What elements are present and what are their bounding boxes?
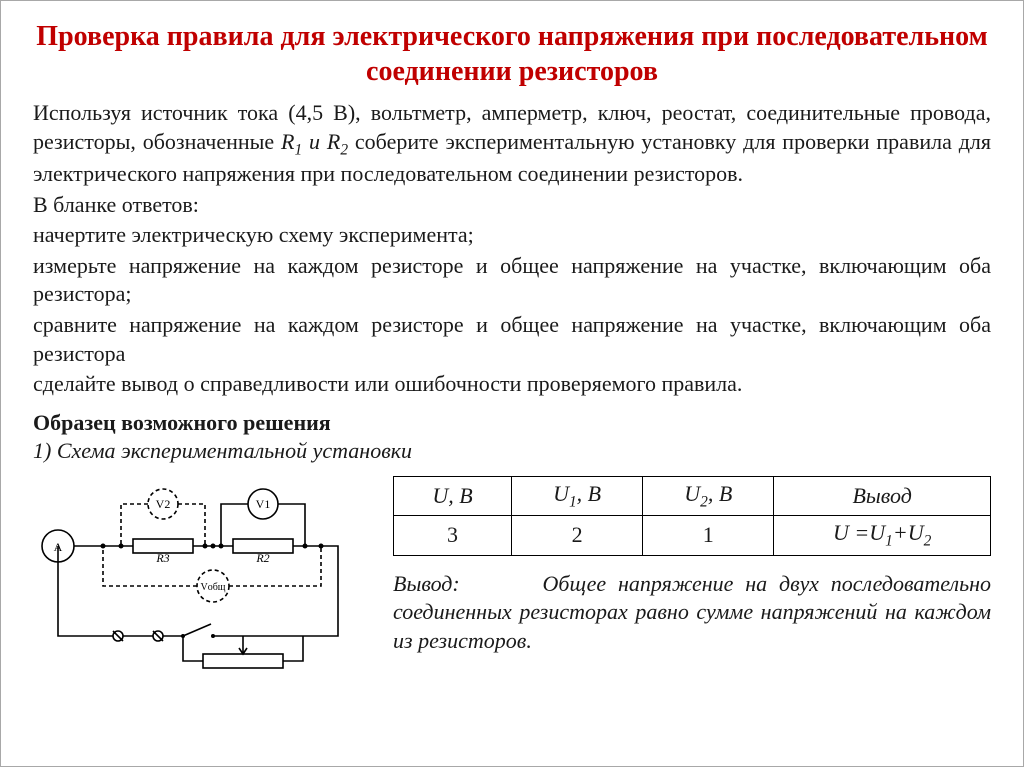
cell-u2: 1 [643,516,774,555]
solution-header: Образец возможного решения [33,409,991,438]
task-line-4: сделайте вывод о справедливости или ошиб… [33,370,991,399]
col-conclusion: Вывод [774,476,991,515]
and-text: и [302,129,327,154]
task-line-1: начертите электрическую схему эксперимен… [33,221,991,250]
v2-label: V2 [156,497,171,511]
vtotal-label: Vобщ [200,582,225,593]
col-u1: U1, В [512,476,643,515]
table-data-row: 3 2 1 U =U1+U2 [394,516,991,555]
cell-u: 3 [394,516,512,555]
conclusion-paragraph: Вывод: Общее напряжение на двух последов… [393,570,991,656]
solution-item-1: 1) Схема экспериментальной установки [33,437,991,466]
conclusion-label: Вывод: [393,571,460,596]
r1-symbol: R1 [281,129,302,154]
page-title: Проверка правила для электрического напр… [33,19,991,89]
col-u: U, В [394,476,512,515]
task-line-3: сравните напряжение на каждом резисторе … [33,311,991,368]
r2-label: R2 [255,551,269,565]
cell-formula: U =U1+U2 [774,516,991,555]
cell-u1: 2 [512,516,643,555]
results-table: U, В U1, В U2, В Вывод 3 2 1 U =U1+U2 [393,476,991,556]
ammeter-label: A [54,540,63,554]
col-u2: U2, В [643,476,774,515]
conclusion-text: Общее напряжение на двух последовательно… [393,571,991,653]
paragraph-instructions: Используя источник тока (4,5 В), вольтме… [33,99,991,189]
blank-answers-label: В бланке ответов: [33,191,991,220]
table-header-row: U, В U1, В U2, В Вывод [394,476,991,515]
v1-label: V1 [256,497,271,511]
circuit-svg: A R3 R2 V2 V1 [33,476,363,676]
circuit-diagram: A R3 R2 V2 V1 [33,476,363,684]
r2-symbol: R2 [327,129,348,154]
task-line-2: измерьте напряжение на каждом резисторе … [33,252,991,309]
r3-label: R3 [155,551,169,565]
